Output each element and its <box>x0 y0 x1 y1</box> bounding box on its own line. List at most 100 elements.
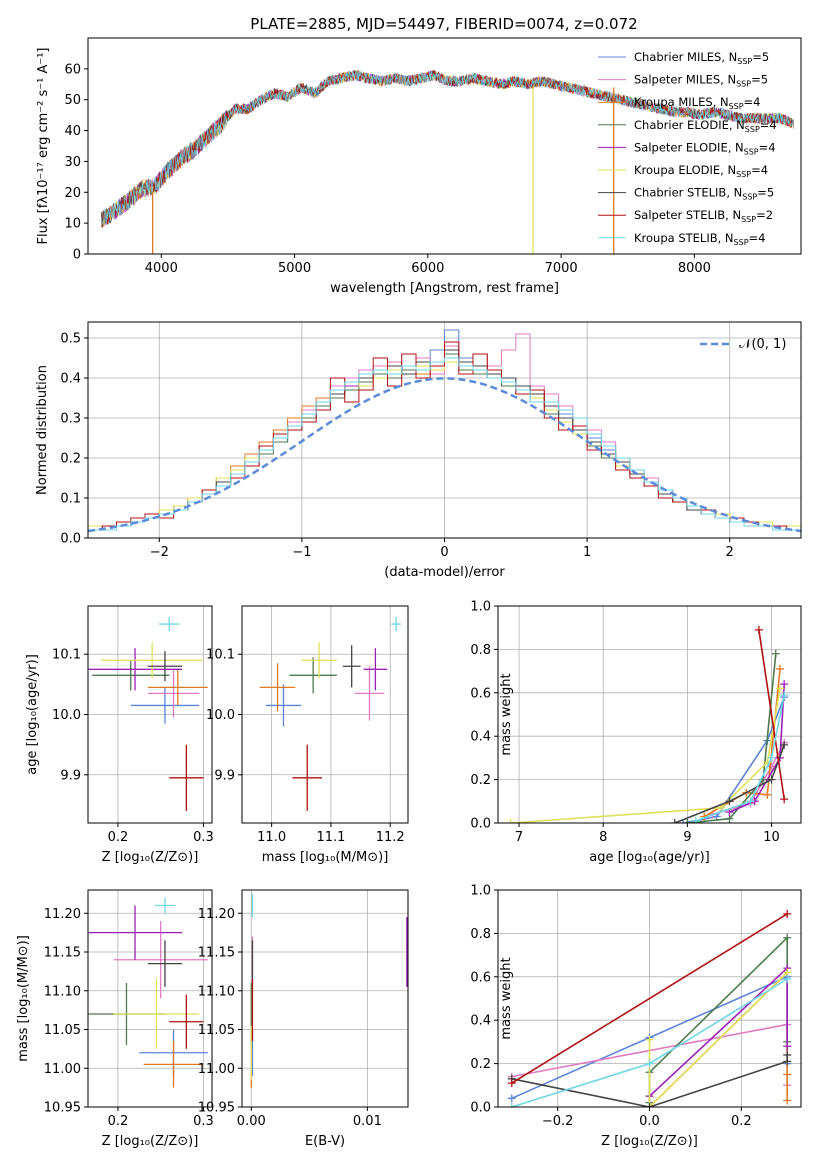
y-tick-label: 1.0 <box>470 600 491 615</box>
y-tick-label: 9.9 <box>214 768 235 783</box>
y-tick-label: 11.05 <box>198 1023 235 1038</box>
x-axis-label: Z [log₁₀(Z/Z⊙)] <box>102 1134 199 1149</box>
legend-label-sub: SSP <box>729 102 744 111</box>
y-tick-label: 40 <box>64 124 81 139</box>
y-tick-label: 0.5 <box>60 332 81 347</box>
y-tick-label: 10.1 <box>52 648 81 663</box>
legend-label-sub: SSP <box>745 125 760 134</box>
y-axis-label: mass [log₁₀(M/M⊙)] <box>16 935 31 1062</box>
plot-area <box>506 625 789 823</box>
legend-label-name: Chabrier ELODIE, N <box>634 118 745 132</box>
x-axis-label: age [log₁₀(age/yr)] <box>589 850 710 865</box>
weight-point-marker <box>683 819 692 823</box>
legend-label-sub: SSP <box>737 57 752 66</box>
y-tick-label: 20 <box>64 186 81 201</box>
legend-label-sub: SSP <box>744 147 759 156</box>
weight-series-line <box>648 966 788 1097</box>
x-tick-label: −1 <box>292 545 311 560</box>
x-axis-label: mass [log₁₀(M/M⊙)] <box>262 850 389 865</box>
legend-label-name: Chabrier STELIB, N <box>634 186 742 200</box>
x-tick-label: 0.2 <box>108 1114 129 1129</box>
weight-point-marker <box>645 1059 654 1068</box>
x-tick-label: 7 <box>515 830 523 845</box>
legend-label-name: Salpeter STELIB, N <box>634 208 741 222</box>
y-tick-label: 10.95 <box>44 1101 81 1116</box>
x-tick-label: 2 <box>726 545 734 560</box>
normal-curve <box>88 377 801 533</box>
y-tick-label: 30 <box>64 155 81 170</box>
legend-label: Chabrier STELIB, NSSP=5 <box>634 186 774 202</box>
y-tick-label: 0.8 <box>470 643 491 658</box>
x-tick-label: 0.01 <box>353 1114 382 1129</box>
legend-label-suffix: =5 <box>752 50 769 64</box>
weight-point-marker <box>771 649 780 658</box>
legend-label-suffix: =5 <box>751 73 768 87</box>
plot-area <box>88 897 208 1088</box>
spectrum-series-line <box>100 69 795 225</box>
legend-label-sub: SSP <box>742 193 757 202</box>
legend-label: Salpeter ELODIE, NSSP=4 <box>634 140 776 156</box>
legend-label-suffix: =5 <box>757 186 774 200</box>
weight-series-line <box>687 653 777 823</box>
legend-label: Kroupa STELIB, NSSP=4 <box>634 231 765 247</box>
y-tick-label: 0.2 <box>470 1057 491 1072</box>
y-tick-label: 0.0 <box>470 817 491 832</box>
legend-label-name: Salpeter ELODIE, N <box>634 140 744 154</box>
x-tick-label: −2 <box>150 545 169 560</box>
y-tick-label: 11.00 <box>198 1062 235 1077</box>
x-tick-label: 8 <box>599 830 607 845</box>
y-tick-label: 0.4 <box>470 730 491 745</box>
legend-label-suffix: =4 <box>760 118 777 132</box>
legend-label: Salpeter STELIB, NSSP=2 <box>634 208 773 224</box>
y-tick-label: 0 <box>73 248 81 263</box>
weight-point-marker <box>775 684 784 693</box>
weight-series-line <box>695 694 785 822</box>
x-tick-label: 0.2 <box>108 830 129 845</box>
plot-area <box>88 329 801 538</box>
weight-point-marker <box>780 795 789 804</box>
axes-frame <box>241 889 409 1108</box>
residual-histogram-panel: −2 −1 0 1 2 0.0 0.1 0.2 0.3 0.4 0.5 (data-model)/er… <box>35 321 802 580</box>
x-axis-label: Z [log₁₀(Z/Z⊙)] <box>102 850 199 865</box>
plot-area <box>507 909 792 1107</box>
legend-label: Salpeter MILES, NSSP=5 <box>634 73 768 89</box>
weight-point-marker <box>746 797 755 806</box>
plot-area <box>100 69 795 254</box>
plot-area <box>259 616 401 811</box>
y-tick-label: 11.20 <box>198 907 235 922</box>
legend-label-name: Kroupa MILES, N <box>634 95 729 109</box>
y-tick-label: 0.8 <box>470 927 491 942</box>
legend-label-suffix: =4 <box>749 231 766 245</box>
weight-point-marker <box>783 933 792 942</box>
weight-point-marker <box>783 974 792 983</box>
weight-point-marker <box>780 740 789 749</box>
weight-series-line <box>758 629 785 800</box>
y-tick-label: 50 <box>64 93 81 108</box>
weight-point-marker <box>767 775 776 784</box>
figure-title: PLATE=2885, MJD=54497, FIBERID=0074, z=0… <box>250 15 637 33</box>
x-axis-label: E(B-V) <box>305 1134 345 1149</box>
y-axis-label: mass weight <box>499 673 514 755</box>
weight-series-line <box>648 971 788 1107</box>
y-tick-label: 11.15 <box>198 946 235 961</box>
weight-point-marker <box>783 1096 792 1105</box>
weight-point-marker <box>783 1070 792 1079</box>
y-tick-label: 10 <box>64 217 81 232</box>
axes-frame <box>87 37 802 255</box>
massweight-vs-metallicity-panel: −0.2 0.0 0.2 0.0 0.2 0.4 0.6 0.8 1.0 Z [log₁₀(Z/Z… <box>470 884 802 1149</box>
legend-label-sub: SSP <box>734 238 749 247</box>
legend-label-suffix: =2 <box>756 208 773 222</box>
x-tick-label: 8000 <box>678 261 711 276</box>
x-tick-label: 0.2 <box>731 1114 752 1129</box>
x-tick-label: 7000 <box>545 261 578 276</box>
legend-label: Chabrier MILES, NSSP=5 <box>634 50 769 66</box>
x-tick-label: 0.00 <box>237 1114 266 1129</box>
weight-point-marker <box>767 753 776 762</box>
x-tick-label: 5000 <box>278 261 311 276</box>
y-tick-label: 11.15 <box>44 946 81 961</box>
x-tick-label: 0.3 <box>193 1114 214 1129</box>
y-tick-label: 11.10 <box>44 984 81 999</box>
weight-point-marker <box>783 1050 792 1059</box>
x-axis-label: (data-model)/error <box>384 565 505 580</box>
x-tick-label: 0.0 <box>639 1114 660 1129</box>
